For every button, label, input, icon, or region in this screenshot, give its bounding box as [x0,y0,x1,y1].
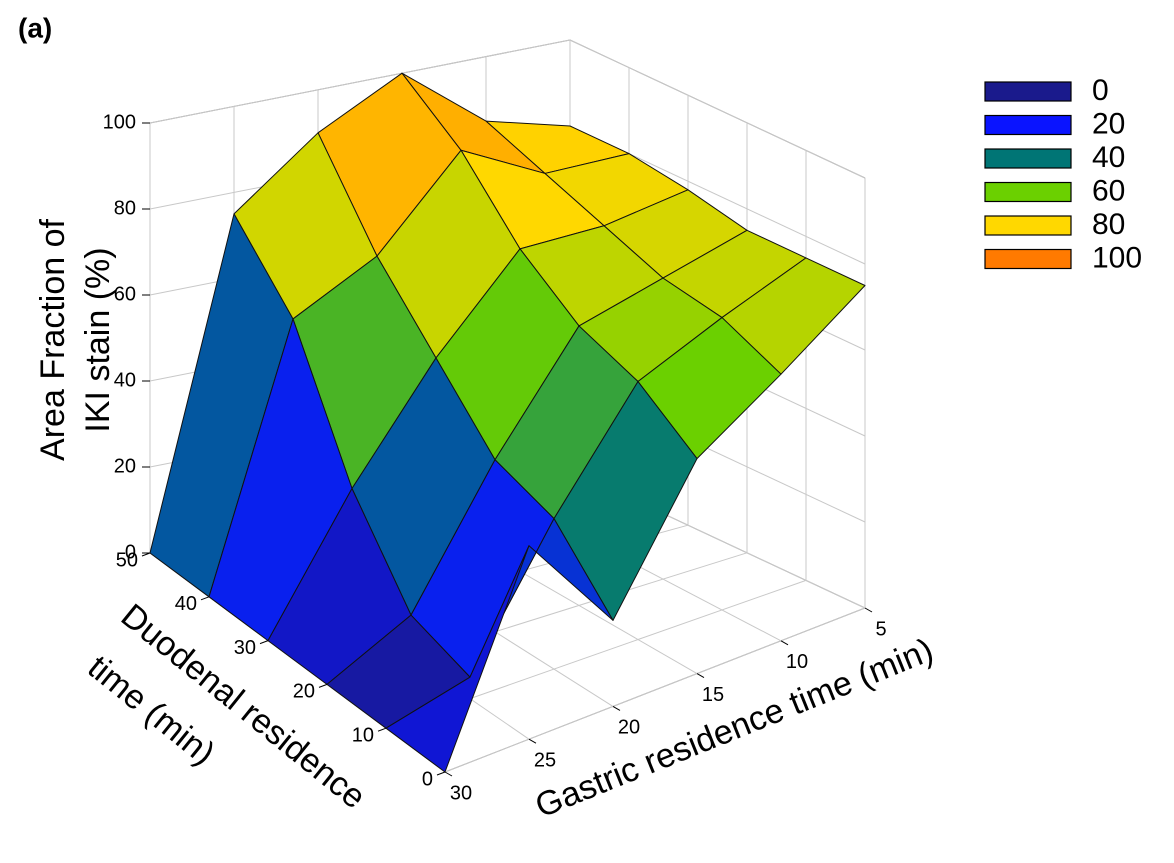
y-tick-label: 20 [293,681,315,703]
tick-mark [200,596,210,601]
tick-mark [444,771,453,777]
legend-swatch [984,114,1072,136]
x-tick-label: 5 [875,618,886,640]
legend-swatch [984,148,1072,169]
x-axis-label: Gastric residence time (min) [530,631,938,825]
y-tick-label: 0 [422,768,433,790]
tick-mark [259,640,269,645]
grid-line [444,607,866,773]
legend-label: 20 [1092,107,1125,140]
legend-label: 80 [1092,208,1125,241]
tick-mark [780,640,789,646]
tick-mark [864,607,873,613]
y-tick-label: 10 [352,724,374,746]
grid-line [569,39,866,179]
y-tick-label: 50 [116,549,138,571]
x-tick-label: 30 [450,782,472,804]
tick-mark [436,771,446,776]
grid-line [149,39,571,124]
z-tick-label: 100 [103,111,136,133]
legend-swatch [984,248,1072,270]
z-tick-label: 60 [114,283,136,305]
legend-label: 0 [1092,74,1109,107]
x-tick-label: 15 [702,684,724,706]
tick-mark [696,673,705,679]
x-tick-label: 20 [618,717,640,739]
x-tick-label: 10 [786,651,808,673]
legend-swatch [984,215,1072,236]
z-axis-label: IKI stain (%) [79,247,117,432]
tick-mark [377,727,387,732]
panel-label: (a) [18,12,52,43]
tick-mark [612,705,621,711]
legend-swatch [984,81,1072,102]
legend-swatch [984,181,1072,203]
legend-label: 100 [1092,241,1142,274]
legend-label: 40 [1092,141,1125,174]
y-tick-label: 40 [175,593,197,615]
tick-mark [318,683,328,688]
tick-mark [528,738,537,744]
z-tick-label: 40 [114,369,136,391]
z-axis-label: Area Fraction of [34,219,72,461]
z-tick-label: 80 [114,197,136,219]
z-tick-label: 0 [125,541,136,563]
z-tick-label: 20 [114,455,136,477]
legend-label: 60 [1092,174,1125,207]
x-tick-label: 25 [534,749,556,771]
y-tick-label: 30 [234,637,256,659]
